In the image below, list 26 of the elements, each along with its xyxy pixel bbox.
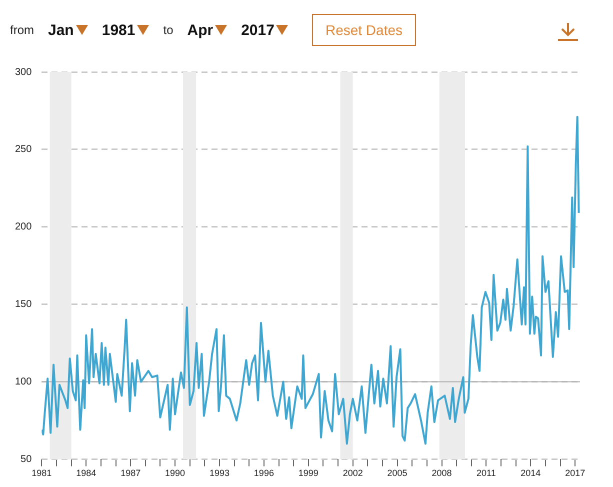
- text: to: [163, 23, 174, 37]
- x-tick-label: 1984: [76, 468, 96, 478]
- x-tick-label: 2005: [387, 468, 408, 478]
- text: from: [10, 23, 34, 37]
- y-tick-label: 200: [14, 222, 32, 233]
- x-tick-label: 1996: [254, 468, 274, 478]
- x-tick-label: 2008: [432, 468, 452, 478]
- y-tick-label: 300: [14, 66, 32, 78]
- x-tick-label: 2011: [476, 468, 496, 478]
- text: 2017: [241, 22, 276, 38]
- x-tick-label: 1999: [298, 468, 318, 478]
- y-tick-label: 100: [14, 376, 32, 388]
- x-tick-label: 1981: [32, 468, 52, 478]
- text: Apr: [187, 22, 214, 38]
- y-tick-label: 50: [20, 454, 32, 465]
- x-tick-label: 2002: [342, 468, 363, 478]
- y-tick-label: 150: [14, 299, 32, 310]
- x-tick-label: 1987: [120, 468, 141, 478]
- text: Jan: [48, 22, 75, 38]
- x-tick-label: 2014: [520, 468, 541, 478]
- x-tick-label: 1993: [209, 468, 230, 478]
- x-tick-label: 2017: [565, 468, 586, 478]
- text: Reset Dates: [312, 14, 416, 46]
- x-tick-label: 1990: [165, 468, 186, 478]
- text: 1981: [102, 22, 136, 38]
- y-tick-label: 250: [14, 144, 32, 156]
